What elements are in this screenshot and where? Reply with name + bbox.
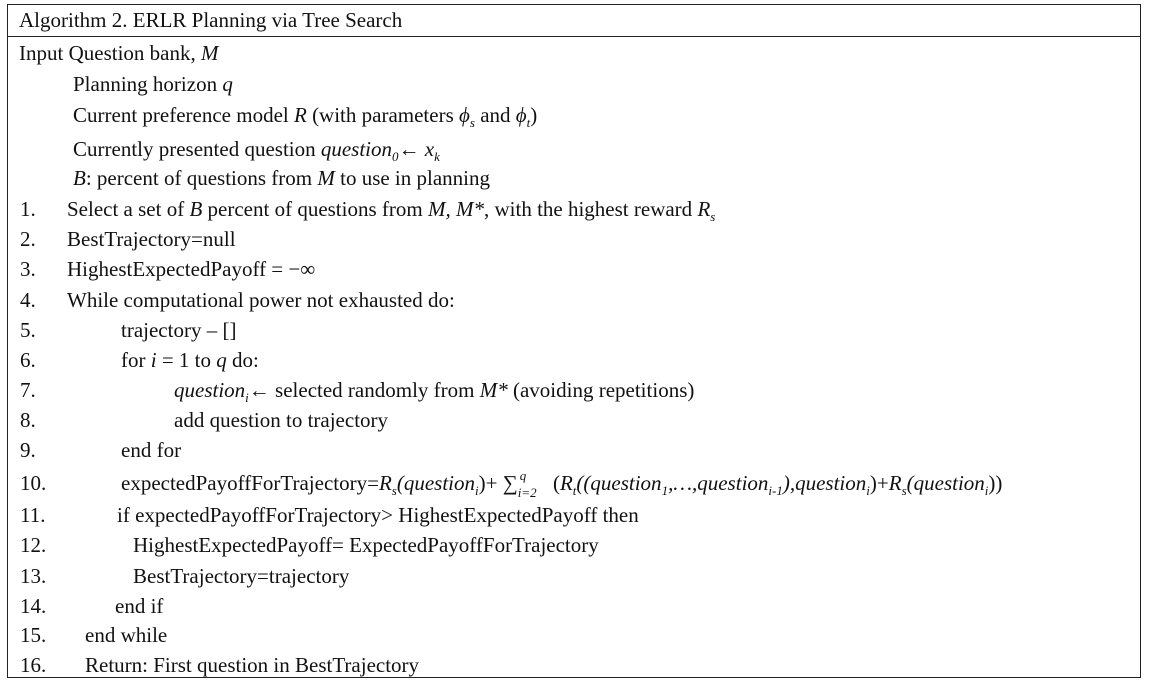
step-text: HighestExpectedPayoff = −∞ — [67, 257, 316, 281]
step-number: 5. — [20, 318, 36, 342]
var-r: R — [293, 103, 307, 127]
phi-symbol: ϕ — [515, 103, 527, 127]
step-text: expectedPayoffForTrajectory= — [121, 471, 379, 495]
var-m: M — [317, 166, 335, 190]
question-var: question — [320, 137, 393, 161]
step-number: 2. — [20, 227, 36, 251]
b-text-b: to use in planning — [334, 166, 491, 190]
step-text: add question to trajectory — [174, 408, 389, 432]
sub-k: k — [434, 149, 440, 165]
close-paren: ) — [530, 103, 538, 127]
sub-s: s — [710, 209, 716, 225]
step-number: 11. — [20, 503, 46, 527]
step-number: 3. — [20, 257, 36, 281]
question-var: question — [174, 378, 246, 402]
arrow-x: ← x — [398, 137, 435, 161]
step-text: (avoiding repetitions) — [507, 378, 695, 402]
model-params-text: (with parameters — [306, 103, 460, 127]
step-number: 7. — [20, 378, 36, 402]
var-mstar: M* — [479, 378, 508, 402]
step-text: BestTrajectory=null — [67, 227, 236, 251]
step-number: 1. — [20, 197, 36, 221]
var-q: q — [216, 348, 227, 372]
b-text-a: : percent of questions from — [85, 166, 318, 190]
step-number: 13. — [20, 564, 47, 588]
question-var: ((question — [576, 471, 662, 495]
step-number: 8. — [20, 408, 36, 432]
step-number: 9. — [20, 438, 36, 462]
step-number: 4. — [20, 288, 36, 312]
step-text: )+ — [869, 471, 889, 495]
step-number: 15. — [20, 623, 47, 647]
step-number: 16. — [20, 653, 47, 677]
var-r: R — [378, 471, 392, 495]
var-r: R — [697, 197, 711, 221]
sub-i: i — [245, 390, 249, 406]
sub-i-minus-1: i-1 — [768, 483, 783, 499]
step-number: 6. — [20, 348, 36, 372]
question-var: (question — [396, 471, 475, 495]
sub-t: t — [526, 115, 531, 131]
input-label: Input Question bank, — [19, 41, 201, 65]
step-text: HighestExpectedPayoff= ExpectedPayoffFor… — [133, 533, 599, 557]
sum-symbol: ∑ — [502, 471, 518, 495]
var-r: R — [559, 471, 573, 495]
sum-lower: i=2 — [517, 485, 537, 501]
var-b: B — [189, 197, 203, 221]
step-text: ← selected randomly from — [248, 378, 480, 402]
step-text: if expectedPayoffForTrajectory> HighestE… — [117, 503, 639, 527]
step-text: for — [121, 348, 151, 372]
var-m-mstar: M, M* — [427, 197, 484, 221]
algorithm-title-row: Algorithm 2. ERLR Planning via Tree Sear… — [8, 5, 1140, 37]
step-text: end if — [115, 594, 164, 618]
sub-s: s — [469, 115, 475, 131]
sub-i: i — [984, 483, 989, 499]
sub-0: 0 — [392, 149, 399, 165]
step-text: do: — [226, 348, 259, 372]
step-text: percent of questions from — [202, 197, 428, 221]
algorithm-box: Algorithm 2. ERLR Planning via Tree Sear… — [7, 4, 1141, 678]
step-number: 10. — [20, 471, 47, 495]
sub-1: 1 — [661, 483, 669, 499]
sub-t: t — [572, 483, 577, 499]
current-text: Currently presented question — [73, 137, 321, 161]
sub-i: i — [475, 483, 479, 499]
step-text: )) — [988, 471, 1003, 495]
var-i: i — [150, 348, 157, 372]
algorithm-title: Algorithm 2. ERLR Planning via Tree Sear… — [19, 8, 403, 32]
horizon-text: Planning horizon — [73, 72, 223, 96]
var-b: B — [73, 166, 86, 190]
phi-symbol: ϕ — [459, 103, 470, 127]
var-m: M — [200, 41, 219, 65]
sub-s: s — [391, 483, 397, 499]
and-text: and — [474, 103, 516, 127]
var-r: R — [888, 471, 902, 495]
step-text: end for — [121, 438, 182, 462]
step-text: BestTrajectory=trajectory — [133, 564, 350, 588]
step-text: Return: First question in BestTrajectory — [85, 653, 420, 677]
sum-upper: q — [519, 468, 527, 484]
model-text: Current preference model — [73, 103, 294, 127]
step-text: While computational power not exhausted … — [67, 288, 455, 312]
step-number: 14. — [20, 594, 47, 618]
step-text: , with the highest reward — [483, 197, 698, 221]
step-text: )+ — [478, 471, 503, 495]
step-text: = 1 to — [156, 348, 217, 372]
step-text: Select a set of — [67, 197, 190, 221]
question-var: ),question — [782, 471, 867, 495]
step-text: trajectory – [] — [121, 318, 237, 342]
question-var: (question — [906, 471, 985, 495]
sum-limits: q i=2 — [518, 468, 548, 500]
step-text: ( — [547, 471, 560, 495]
sub-s: s — [901, 483, 907, 499]
step-number: 12. — [20, 533, 47, 557]
var-q: q — [222, 72, 233, 96]
step-text: end while — [85, 623, 168, 647]
sub-i: i — [866, 483, 870, 499]
question-var: ,…,question — [668, 471, 769, 495]
